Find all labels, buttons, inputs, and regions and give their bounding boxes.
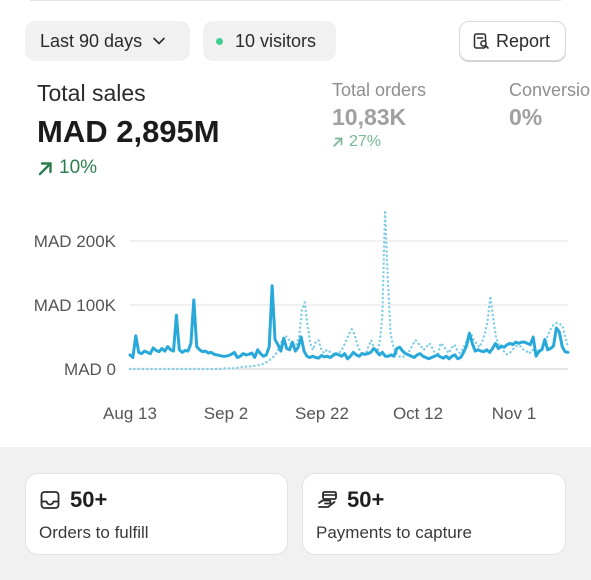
- conversion-value: 0%: [509, 104, 543, 130]
- x-tick-label: Sep 22: [295, 404, 349, 423]
- report-label: Report: [496, 30, 551, 51]
- total-sales-label[interactable]: Total sales: [37, 80, 146, 106]
- orders-to-fulfill-card[interactable]: 50+ Orders to fulfill: [25, 473, 288, 555]
- payments-to-capture-label: Payments to capture: [316, 523, 472, 542]
- report-button[interactable]: Report: [459, 21, 566, 61]
- total-orders-change-value: 27%: [349, 133, 382, 150]
- total-orders-change: 27%: [332, 133, 381, 151]
- date-range-selector[interactable]: Last 90 days: [25, 21, 190, 61]
- report-icon: [473, 33, 489, 49]
- x-tick-label: Aug 13: [103, 404, 157, 423]
- chart-grid: [130, 240, 568, 370]
- online-dot-icon: [216, 37, 223, 45]
- series-comparison-line: [128, 209, 570, 371]
- y-tick-label: MAD 200K: [34, 232, 117, 251]
- analytics-card: Last 90 days 10 visitors Report Total sa…: [25, 0, 591, 423]
- arrow-up-right-icon: [333, 137, 343, 147]
- x-axis: Aug 13 Sep 2 Sep 22 Oct 12 Nov 1: [103, 404, 536, 423]
- visitors-label: 10 visitors: [235, 30, 317, 51]
- total-sales-change-value: 10%: [59, 157, 98, 178]
- chevron-down-icon: [153, 37, 165, 45]
- tasks-panel: 50+ Orders to fulfill 50+ Payments to ca…: [0, 447, 591, 580]
- sales-chart: MAD 0 MAD 100K MAD 200K Aug 13 Sep 2 Sep 22 O…: [34, 209, 570, 423]
- y-tick-label: MAD 0: [64, 360, 116, 379]
- payments-to-capture-count: 50+: [347, 487, 385, 512]
- payments-to-capture-card[interactable]: 50+ Payments to capture: [302, 473, 566, 555]
- y-axis: MAD 0 MAD 100K MAD 200K: [34, 232, 117, 379]
- inbox-icon: [40, 491, 60, 509]
- total-orders-value: 10,83K: [332, 104, 407, 130]
- series-current-line: [128, 284, 570, 361]
- date-range-label: Last 90 days: [40, 30, 143, 51]
- top-divider: [30, 0, 561, 1]
- orders-to-fulfill-count: 50+: [70, 487, 108, 512]
- orders-to-fulfill-label: Orders to fulfill: [39, 523, 149, 542]
- x-tick-label: Nov 1: [492, 404, 536, 423]
- total-sales-value: MAD 2,895M: [37, 114, 220, 149]
- x-tick-label: Oct 12: [393, 404, 443, 423]
- payment-icon: [318, 491, 337, 508]
- arrow-up-right-icon: [38, 161, 52, 175]
- y-tick-label: MAD 100K: [34, 296, 117, 315]
- live-visitors-button[interactable]: 10 visitors: [203, 21, 336, 61]
- total-orders-label[interactable]: Total orders: [332, 80, 427, 100]
- total-sales-change: 10%: [37, 157, 97, 179]
- conversion-label[interactable]: Conversio: [509, 80, 591, 100]
- x-tick-label: Sep 2: [204, 404, 248, 423]
